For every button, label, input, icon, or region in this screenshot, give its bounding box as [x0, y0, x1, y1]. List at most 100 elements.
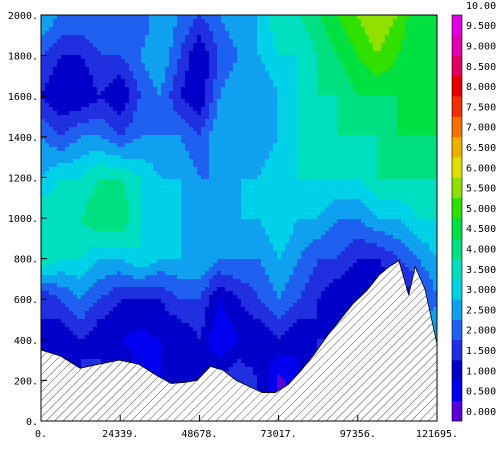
contour-cell — [237, 107, 242, 112]
contour-cell — [197, 35, 202, 40]
contour-cell — [349, 103, 354, 108]
contour-cell — [325, 183, 330, 188]
contour-cell — [217, 139, 222, 144]
contour-cell — [237, 87, 242, 92]
contour-cell — [341, 51, 346, 56]
contour-cell — [353, 23, 358, 28]
contour-cell — [233, 127, 238, 132]
contour-cell — [49, 171, 54, 176]
contour-cell — [429, 203, 434, 208]
contour-cell — [417, 163, 422, 168]
contour-cell — [197, 155, 202, 160]
contour-cell — [61, 103, 66, 108]
contour-cell — [325, 207, 330, 212]
contour-cell — [425, 51, 430, 56]
contour-cell — [413, 183, 418, 188]
contour-cell — [149, 107, 154, 112]
contour-cell — [325, 51, 330, 56]
contour-cell — [193, 171, 198, 176]
contour-cell — [345, 135, 350, 140]
contour-cell — [61, 187, 66, 192]
contour-cell — [369, 167, 374, 172]
contour-cell — [185, 131, 190, 136]
contour-cell — [177, 31, 182, 36]
contour-cell — [89, 151, 94, 156]
contour-cell — [121, 127, 126, 132]
contour-cell — [109, 183, 114, 188]
contour-cell — [361, 35, 366, 40]
contour-cell — [429, 83, 434, 88]
contour-cell — [121, 115, 126, 120]
contour-cell — [337, 119, 342, 124]
contour-cell — [249, 115, 254, 120]
contour-cell — [393, 171, 398, 176]
contour-cell — [325, 19, 330, 24]
contour-cell — [249, 119, 254, 124]
contour-cell — [401, 147, 406, 152]
contour-cell — [117, 55, 122, 60]
contour-cell — [41, 195, 46, 200]
contour-cell — [145, 75, 150, 80]
contour-cell — [249, 159, 254, 164]
contour-cell — [209, 111, 214, 116]
contour-cell — [105, 47, 110, 52]
contour-cell — [41, 191, 46, 196]
contour-cell — [345, 59, 350, 64]
contour-cell — [209, 123, 214, 128]
contour-cell — [237, 95, 242, 100]
contour-cell — [289, 207, 294, 212]
contour-cell — [361, 31, 366, 36]
contour-cell — [385, 155, 390, 160]
contour-cell — [229, 183, 234, 188]
contour-cell — [185, 95, 190, 100]
contour-cell — [425, 147, 430, 152]
contour-cell — [385, 139, 390, 144]
contour-cell — [413, 151, 418, 156]
contour-cell — [149, 43, 154, 48]
contour-cell — [389, 191, 394, 196]
contour-cell — [401, 195, 406, 200]
contour-cell — [417, 131, 422, 136]
contour-cell — [389, 27, 394, 32]
contour-cell — [265, 111, 270, 116]
contour-cell — [433, 211, 437, 216]
contour-cell — [181, 167, 186, 172]
contour-cell — [349, 27, 354, 32]
contour-cell — [77, 131, 82, 136]
contour-cell — [153, 147, 158, 152]
contour-cell — [337, 179, 342, 184]
contour-cell — [69, 187, 74, 192]
contour-cell — [101, 167, 106, 172]
contour-cell — [429, 23, 434, 28]
contour-cell — [233, 171, 238, 176]
contour-cell — [249, 191, 254, 196]
contour-cell — [129, 211, 134, 216]
contour-cell — [425, 199, 430, 204]
contour-cell — [325, 55, 330, 60]
contour-cell — [93, 171, 98, 176]
contour-cell — [201, 191, 206, 196]
contour-cell — [53, 15, 58, 20]
contour-cell — [217, 127, 222, 132]
contour-cell — [97, 67, 102, 72]
contour-cell — [53, 167, 58, 172]
contour-cell — [361, 163, 366, 168]
contour-cell — [377, 139, 382, 144]
contour-cell — [209, 147, 214, 152]
contour-cell — [197, 31, 202, 36]
contour-cell — [41, 127, 46, 132]
contour-cell — [41, 75, 46, 80]
contour-cell — [349, 151, 354, 156]
contour-cell — [313, 63, 318, 68]
contour-cell — [161, 103, 166, 108]
contour-cell — [125, 27, 130, 32]
contour-cell — [57, 179, 62, 184]
contour-cell — [201, 31, 206, 36]
contour-cell — [293, 115, 298, 120]
contour-cell — [117, 215, 122, 220]
contour-cell — [373, 107, 378, 112]
contour-cell — [185, 39, 190, 44]
contour-cell — [289, 171, 294, 176]
contour-cell — [365, 175, 370, 180]
contour-cell — [241, 159, 246, 164]
